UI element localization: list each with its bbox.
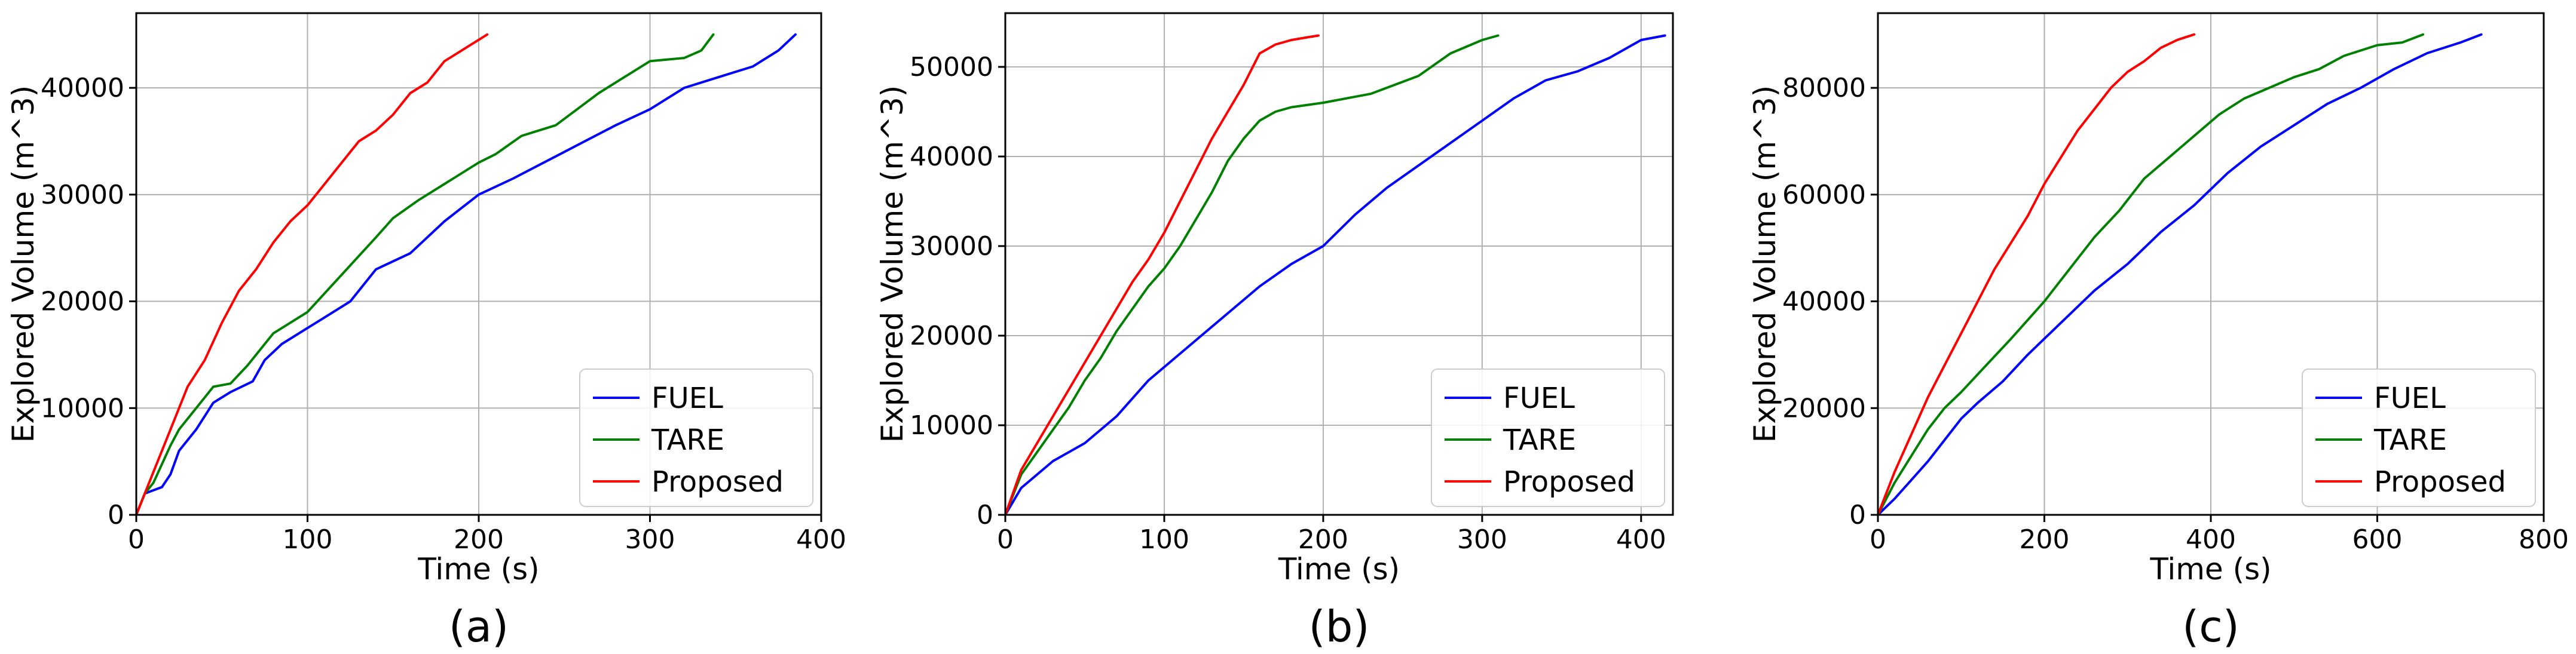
x-tick-label: 300 (625, 524, 675, 555)
x-tick-label: 200 (1298, 524, 1348, 555)
x-tick-label: 400 (2186, 524, 2236, 555)
y-axis-label: Explored Volume (m^3) (1748, 85, 1782, 443)
legend-box (579, 369, 813, 507)
legend: FUEL TARE Proposed (1431, 369, 1665, 507)
legend-label-tare: TARE (1503, 423, 1576, 457)
series-line-fuel (135, 33, 797, 516)
y-tick-label: 10000 (910, 410, 993, 441)
legend-label-tare: TARE (2373, 423, 2447, 457)
y-tick-label: 0 (108, 500, 124, 530)
legend-label-fuel: FUEL (1503, 382, 1575, 415)
x-tick-label: 100 (1139, 524, 1189, 555)
legend-box (1431, 369, 1665, 507)
legend-label-proposed: Proposed (651, 465, 784, 499)
chart-panel-b: 0 100 200 300 400 0 10000 20000 30000 40000 50000 T… (875, 12, 1674, 652)
plot-frame (1004, 12, 1674, 516)
legend-label-fuel: FUEL (2374, 382, 2446, 415)
legend-box (2302, 369, 2536, 507)
y-tick-label: 0 (1849, 500, 1866, 530)
x-axis-label: Time (s) (1278, 552, 1400, 587)
series-line-proposed (1004, 34, 1320, 516)
series-line-tare (1004, 34, 1500, 516)
y-axis-label: Explored Volume (m^3) (6, 85, 41, 443)
y-tick-label: 30000 (910, 231, 993, 262)
x-tick-label: 200 (2020, 524, 2070, 555)
x-axis-label: Time (s) (417, 552, 539, 587)
panel-label-b: (b) (1309, 601, 1370, 652)
x-tick-label: 600 (2352, 524, 2403, 555)
x-tick-label: 0 (997, 524, 1014, 555)
series-line-tare (1877, 33, 2425, 516)
y-tick-label: 30000 (41, 180, 124, 210)
x-axis-label: Time (s) (2149, 552, 2271, 587)
legend-label-fuel: FUEL (651, 382, 723, 415)
y-tick-label: 20000 (1782, 393, 1866, 423)
y-tick-label: 50000 (910, 52, 993, 82)
y-tick-label: 10000 (41, 393, 124, 423)
y-tick-label: 20000 (910, 321, 993, 351)
panel-label-c: (c) (2182, 601, 2240, 652)
x-tick-label: 200 (454, 524, 504, 555)
x-tick-label: 400 (1616, 524, 1666, 555)
legend-label-proposed: Proposed (1503, 465, 1635, 499)
x-tick-label: 0 (1870, 524, 1886, 555)
legend: FUEL TARE Proposed (579, 369, 813, 507)
series-line-tare (135, 33, 715, 516)
legend-label-proposed: Proposed (2374, 465, 2506, 499)
y-tick-label: 0 (977, 500, 993, 530)
y-axis-label: Explored Volume (m^3) (875, 85, 910, 443)
y-tick-label: 40000 (1782, 287, 1866, 317)
x-tick-label: 100 (283, 524, 333, 555)
y-tick-label: 40000 (41, 73, 124, 103)
series-line-fuel (1004, 34, 1666, 516)
y-tick-label: 40000 (910, 142, 993, 172)
x-tick-label: 300 (1457, 524, 1507, 555)
chart-panel-a: 0 100 200 300 400 0 10000 20000 30000 40000 Time (… (6, 12, 846, 652)
legend: FUEL TARE Proposed (2302, 369, 2536, 507)
series-line-proposed (1877, 33, 2196, 516)
x-tick-label: 800 (2519, 524, 2569, 555)
x-tick-label: 400 (796, 524, 846, 555)
y-tick-label: 20000 (41, 287, 124, 317)
x-tick-label: 0 (128, 524, 145, 555)
panel-label-a: (a) (449, 601, 509, 652)
series-line-proposed (135, 33, 489, 516)
y-tick-label: 60000 (1782, 180, 1866, 210)
legend-label-tare: TARE (651, 423, 724, 457)
series-line-fuel (1877, 33, 2483, 516)
y-tick-label: 80000 (1782, 73, 1866, 103)
chart-panel-c: 0 200 400 600 800 0 20000 40000 60000 80000 Time (… (1748, 12, 2569, 652)
